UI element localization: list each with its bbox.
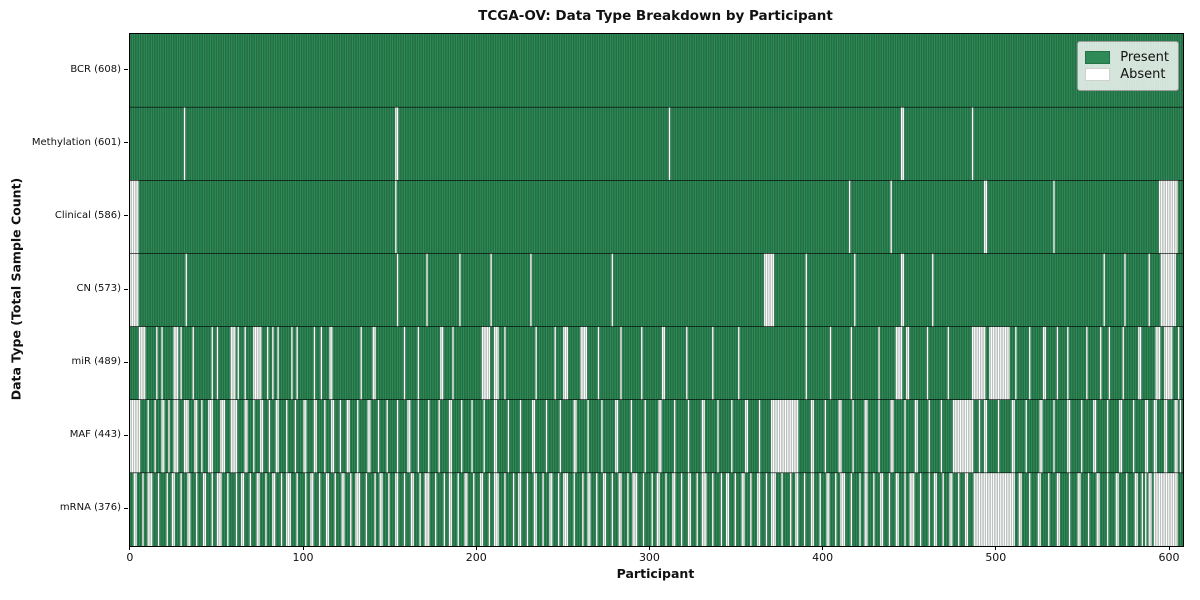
x-tick-label: 0 [126, 551, 134, 564]
x-tick-label: 400 [812, 551, 834, 564]
x-tick-mark [475, 546, 477, 550]
legend-item-present: Present [1085, 50, 1169, 65]
y-tick-mark [124, 361, 128, 363]
legend-item-absent: Absent [1085, 67, 1169, 82]
y-tick-label-maf: MAF (443) [69, 429, 121, 441]
x-tick-label: 100 [292, 551, 314, 564]
absent-swatch [1085, 68, 1111, 81]
y-tick-label-bcr: BCR (608) [70, 63, 121, 75]
y-tick-mark [124, 215, 128, 217]
y-tick-mark [124, 288, 128, 290]
y-tick-label-clinical: Clinical (586) [54, 209, 121, 221]
x-tick-mark [995, 546, 997, 550]
x-tick-label: 500 [985, 551, 1007, 564]
y-tick-label-mrna: mRNA (376) [59, 502, 121, 514]
x-tick-label: 200 [465, 551, 487, 564]
x-tick-label: 300 [638, 551, 660, 564]
x-tick-mark [648, 546, 650, 550]
present-swatch [1085, 51, 1111, 64]
y-tick-mark [124, 434, 128, 436]
y-tick-mark [124, 142, 128, 144]
y-tick-label-cn: CN (573) [76, 283, 121, 294]
y-tick-label-methylation: Methylation (601) [31, 136, 121, 148]
legend-label-absent: Absent [1120, 67, 1166, 82]
chart-title: TCGA-OV: Data Type Breakdown by Particip… [478, 8, 833, 24]
legend: Present Absent [1077, 41, 1179, 91]
y-tick-mark [124, 507, 128, 509]
x-tick-mark [822, 546, 824, 550]
y-tick-label-mir: miR (489) [71, 356, 121, 368]
plot-area: Present Absent [129, 33, 1184, 547]
y-tick-mark [124, 69, 128, 71]
x-tick-mark [302, 546, 304, 550]
x-tick-mark [129, 546, 131, 550]
x-axis-label: Participant [616, 566, 695, 581]
x-tick-mark [1168, 546, 1170, 550]
x-tick-label: 600 [1158, 551, 1180, 564]
legend-label-present: Present [1120, 50, 1169, 65]
presence-matrix-canvas [130, 34, 1183, 546]
